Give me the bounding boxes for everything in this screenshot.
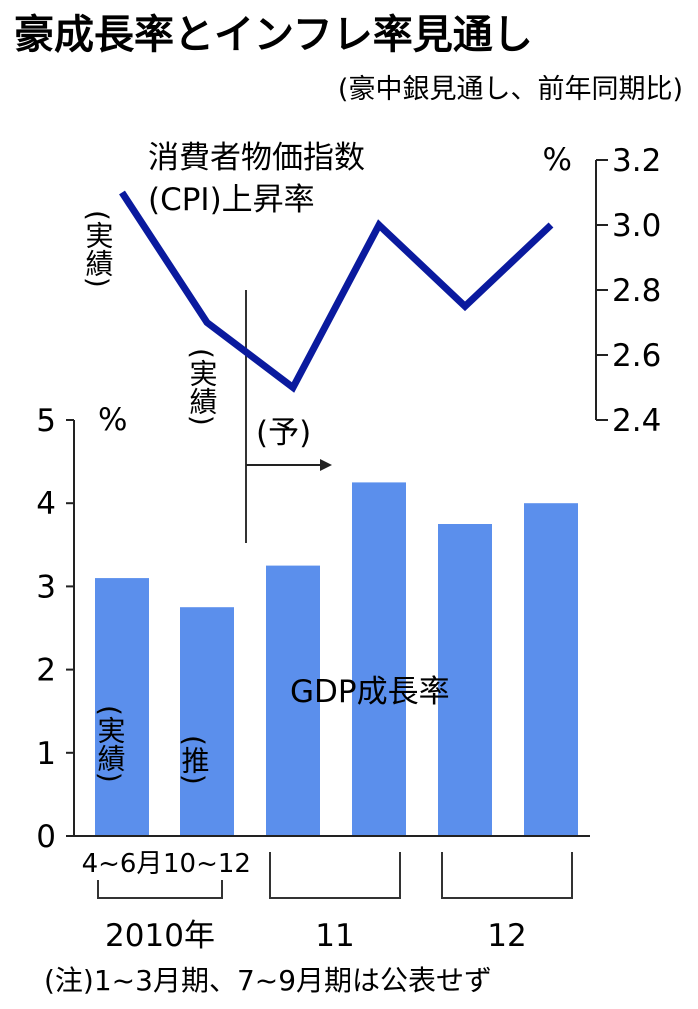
gdp-y-tick-label: 0 [36, 819, 56, 855]
x-label-year-2012: 12 [487, 918, 526, 954]
gdp-bar [266, 565, 320, 836]
bracket-2011 [269, 852, 401, 899]
x-label-q1: 4~6月 [82, 849, 163, 879]
gdp-y-tick-label: 2 [36, 653, 56, 689]
cpi-y-tick-label: 3.2 [612, 143, 661, 179]
gdp-bar [438, 524, 492, 836]
footnote: (注)1~3月期、7~9月期は公表せず [44, 964, 492, 997]
cpi-y-tick-label: 2.6 [612, 338, 661, 374]
gdp-y-ticks: 5 4 3 2 1 0 [36, 403, 74, 855]
bar-actual-annotation: (実績) [94, 705, 127, 783]
x-label-year-2010: 2010年 [105, 918, 215, 954]
gdp-unit-label: % [98, 402, 127, 438]
bracket-2010 [97, 880, 223, 899]
forecast-arrow-head [320, 459, 332, 471]
cpi-unit-label: % [543, 142, 572, 178]
cpi-y-tick-label: 2.8 [612, 273, 661, 309]
gdp-y-tick-label: 1 [36, 736, 56, 772]
gdp-series-label: GDP成長率 [290, 674, 450, 710]
cpi-y-tick-label: 2.4 [612, 403, 661, 439]
bar-estimate-annotation: (推) [178, 735, 211, 785]
cpi-y-tick-label: 3.0 [612, 208, 661, 244]
gdp-y-tick-label: 3 [36, 569, 56, 605]
gdp-bar [524, 503, 578, 836]
chart-title: 豪成長率とインフレ率見通し [14, 12, 533, 58]
gdp-bar [180, 607, 234, 836]
cpi-line [119, 190, 554, 393]
gdp-bar [95, 578, 149, 836]
bracket-2012 [441, 852, 573, 899]
x-label-q2: 10~12 [163, 849, 251, 879]
chart-subtitle: (豪中銀見通し、前年同期比) [338, 74, 683, 105]
gdp-y-tick-label: 4 [36, 486, 56, 522]
gdp-bars [95, 482, 578, 836]
gdp-y-tick-label: 5 [36, 403, 56, 439]
cpi-actual-annotation-2: (実績) [186, 348, 219, 426]
x-label-year-2011: 11 [315, 918, 354, 954]
gdp-bar [352, 482, 406, 836]
cpi-actual-annotation-1: (実績) [82, 210, 115, 288]
cpi-y-ticks: 3.2 3.0 2.8 2.6 2.4 [596, 143, 661, 439]
cpi-series-label-line2: (CPI)上昇率 [148, 182, 315, 218]
forecast-label: (予) [256, 415, 311, 451]
cpi-series-label-line1: 消費者物価指数 [148, 140, 365, 176]
